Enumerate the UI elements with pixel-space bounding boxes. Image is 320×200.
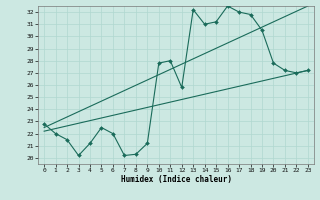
X-axis label: Humidex (Indice chaleur): Humidex (Indice chaleur) xyxy=(121,175,231,184)
